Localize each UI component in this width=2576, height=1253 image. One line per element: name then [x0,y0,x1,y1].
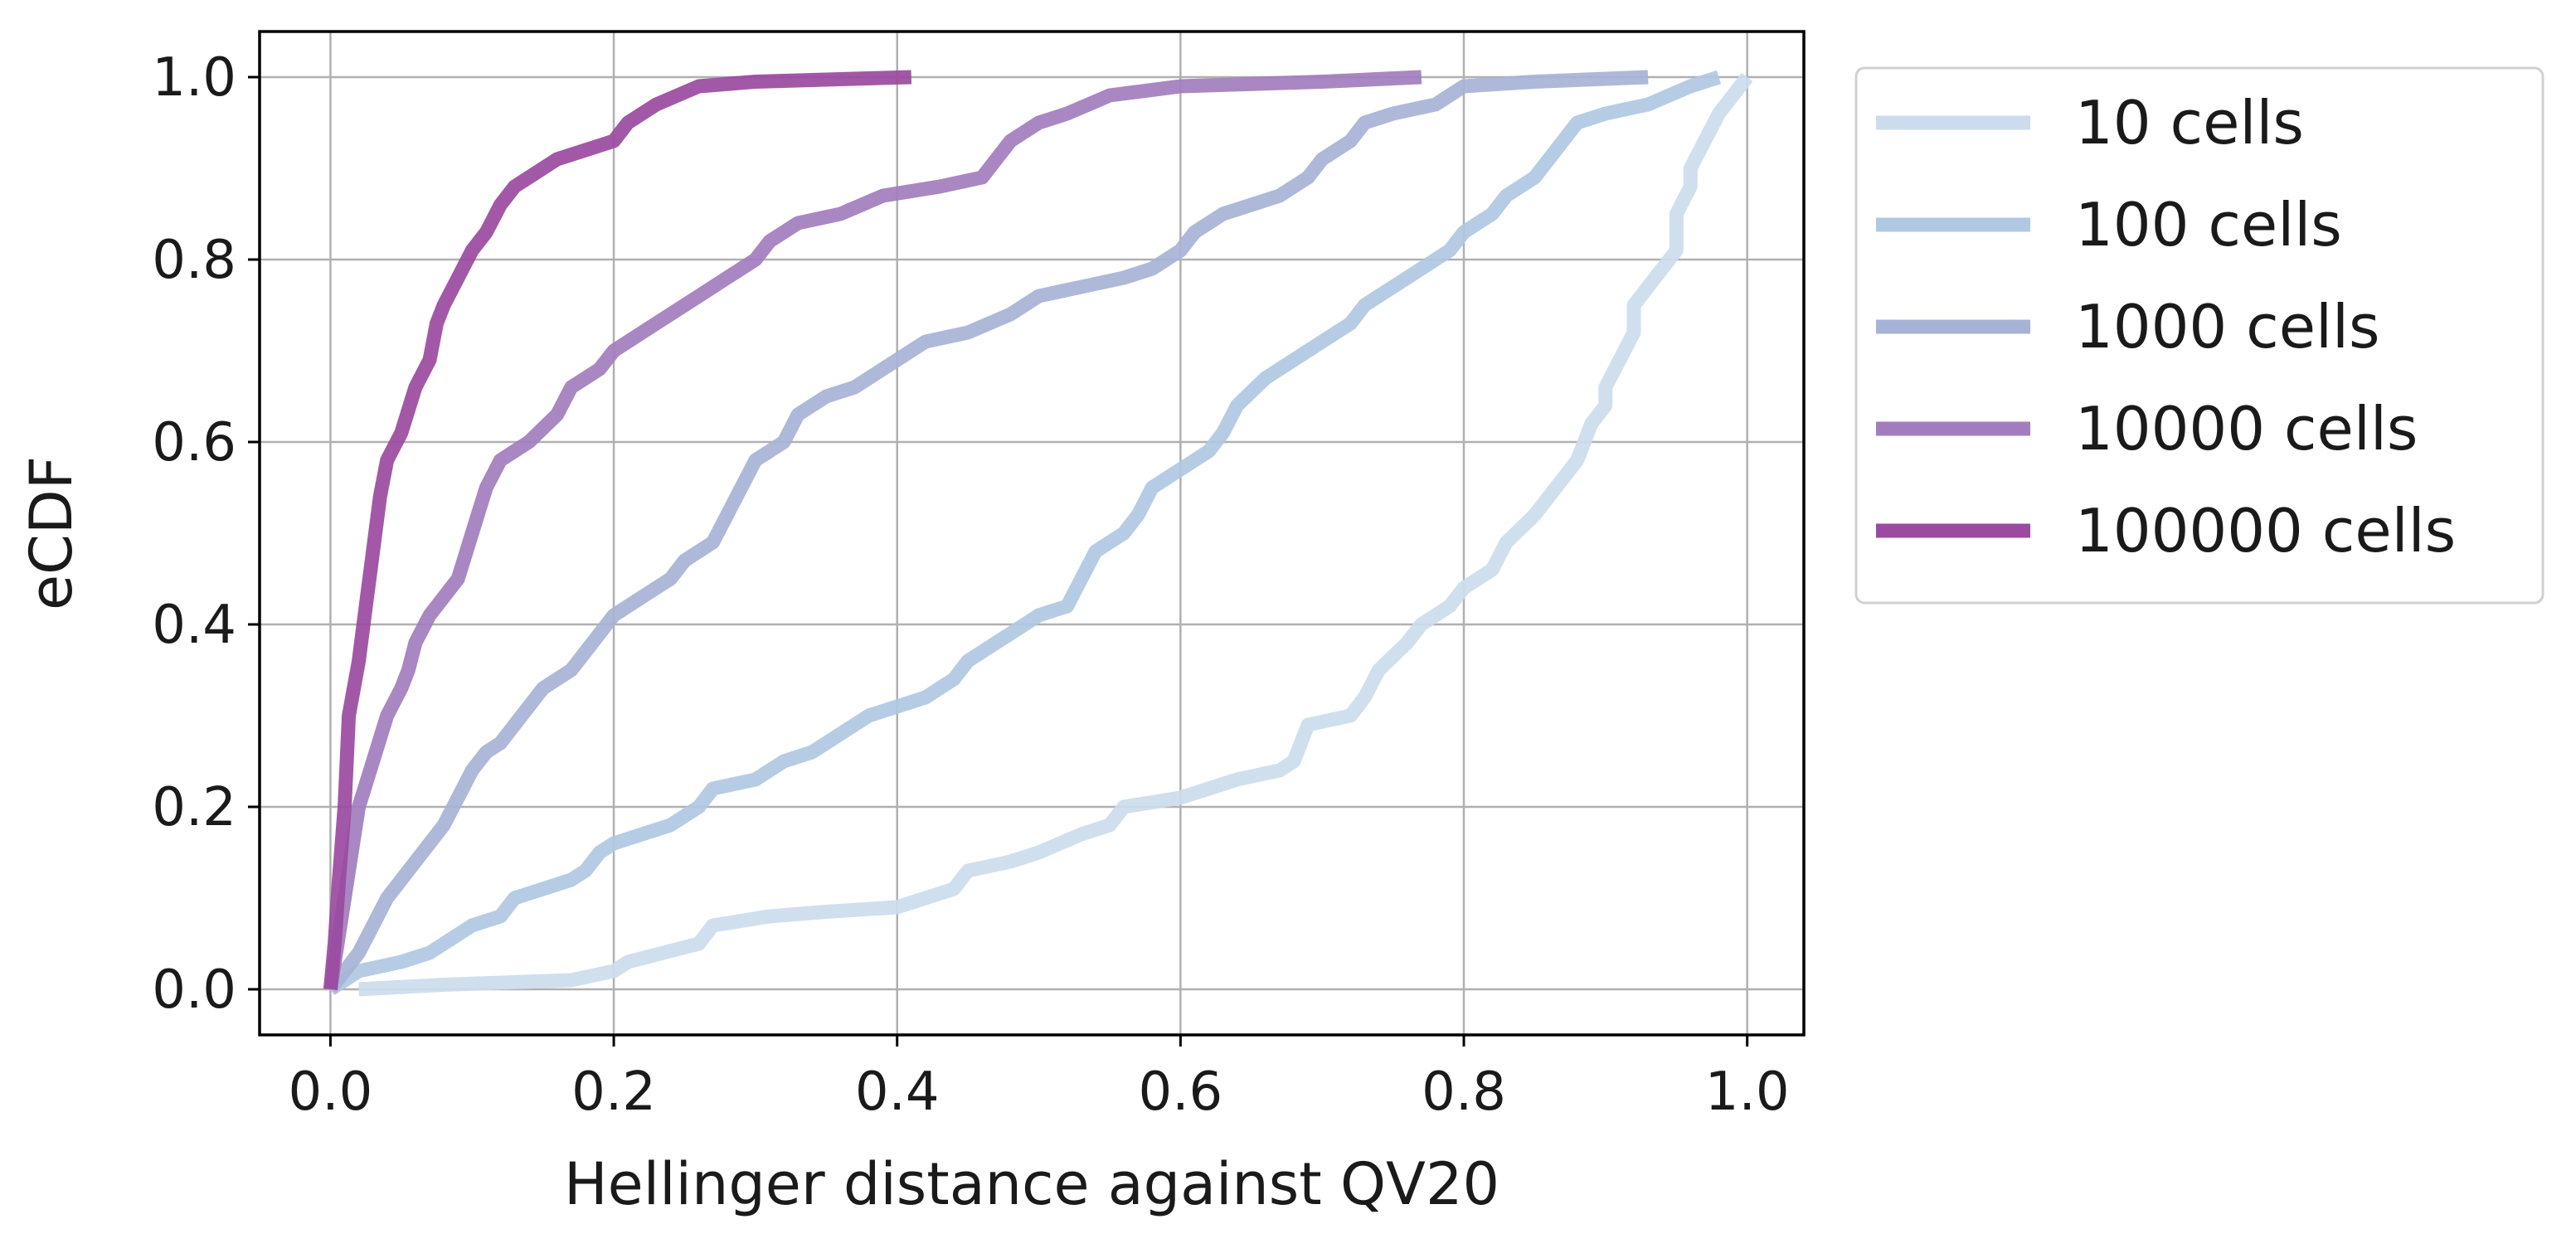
y-tick-label: 0.0 [152,959,236,1021]
plot-area [323,70,1753,997]
y-tick-label: 0.4 [152,595,236,656]
legend: 10 cells 100 cells 1000 cells 10000 cells 10… [1854,66,2544,605]
x-tick-label: 1.0 [1705,1061,1790,1123]
series-line-2 [324,70,1649,994]
legend-label-0: 10 cells [2075,88,2304,158]
x-tick-label: 0.4 [855,1061,940,1123]
x-axis-ticks: 0.0 0.2 0.4 0.6 0.8 1.0 [289,1035,1790,1123]
series-line-3 [323,70,1422,991]
y-axis-ticks: 0.0 0.2 0.4 0.6 0.8 1.0 [152,47,260,1021]
x-axis-label: Hellinger distance against QV20 [564,1150,1499,1218]
y-tick-label: 0.8 [152,230,236,291]
series-lines [323,70,1753,997]
x-tick-label: 0.0 [289,1061,373,1123]
y-tick-label: 1.0 [152,47,236,109]
x-tick-label: 0.2 [571,1061,656,1123]
y-tick-label: 0.6 [152,412,236,474]
series-line-4 [323,70,912,990]
series-line-1 [326,70,1722,996]
series-line-0 [358,72,1753,997]
x-tick-label: 0.8 [1422,1061,1506,1123]
legend-label-1: 100 cells [2075,190,2342,260]
legend-label-2: 1000 cells [2075,292,2380,362]
legend-label-3: 10000 cells [2075,394,2418,464]
axes-frame [258,30,1806,1037]
x-tick-label: 0.6 [1138,1061,1222,1123]
y-axis-label: eCDF [17,456,85,610]
legend-label-4: 100000 cells [2075,496,2456,566]
legend-box [1854,66,2544,605]
y-tick-label: 0.2 [152,777,236,838]
